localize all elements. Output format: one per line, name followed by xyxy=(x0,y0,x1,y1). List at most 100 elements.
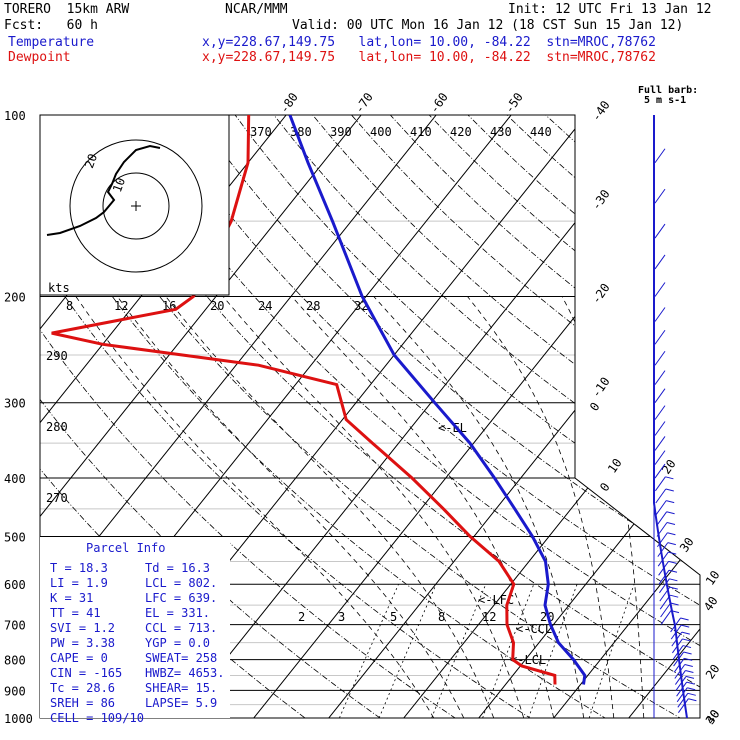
wind-barb xyxy=(654,421,666,436)
wind-barb xyxy=(654,282,666,297)
theta-tick-label: 440 xyxy=(530,125,552,139)
center-label: NCAR/MMM xyxy=(225,2,288,17)
dry-adiabat-line xyxy=(40,115,627,718)
pressure-tick-label: 1000 xyxy=(4,712,33,726)
pressure-tick-label: 100 xyxy=(4,109,26,123)
parcel-info-value: Tc = 28.6 xyxy=(50,681,115,695)
hodograph-ring-outer xyxy=(69,139,203,273)
isotherm-line xyxy=(318,115,700,718)
dry-adiabat-line xyxy=(118,115,700,718)
wind-barb-feather xyxy=(665,488,674,492)
wind-barb-feather xyxy=(668,560,677,564)
wind-barb xyxy=(654,388,666,403)
moist-adiabat-line xyxy=(291,296,555,718)
wind-speed-tick-label: 10 xyxy=(605,456,625,476)
wind-barb xyxy=(657,542,669,557)
hodograph-box xyxy=(39,114,230,296)
wind-barb xyxy=(654,329,666,345)
wind-barb-feather xyxy=(681,624,690,628)
wind-barb xyxy=(655,488,667,504)
dry-adiabat-line xyxy=(428,115,700,718)
wind-barb xyxy=(658,578,670,594)
isotherm-line xyxy=(40,115,362,718)
wind-speed-tick-label: 40 xyxy=(701,594,721,614)
temperature-location: x,y=228.67,149.75 lat,lon= 10.00, -84.22… xyxy=(202,35,656,50)
wind-barb xyxy=(654,307,666,322)
pressure-tick-label: 600 xyxy=(4,578,26,592)
pressure-tick-label: 300 xyxy=(4,397,26,411)
dry-adiabat-line xyxy=(40,115,551,718)
theta-tick-label: 390 xyxy=(330,125,352,139)
wind-barb-feather xyxy=(666,511,675,515)
wind-barb-feather xyxy=(667,532,676,536)
dry-adiabat-line xyxy=(40,115,475,718)
parcel-info-value: LCL = 802. xyxy=(145,576,217,590)
parcel-info-value: TT = 41 xyxy=(50,606,101,620)
parcel-info-value: T = 18.3 xyxy=(50,561,108,575)
parcel-info-value: CIN = -165 xyxy=(50,666,122,680)
isotherm-tick-label: -60 xyxy=(427,90,451,116)
theta-tick-label: 400 xyxy=(370,125,392,139)
wind-barb xyxy=(676,681,688,697)
wind-barb-feather xyxy=(685,675,695,679)
moist-adiabat-line xyxy=(75,296,435,718)
isotherm-tick-label: 40 xyxy=(703,707,723,727)
isotherm-tick-label: 20 xyxy=(703,662,723,682)
barb-legend-line2: 5 m s-1 xyxy=(644,95,687,106)
pressure-tick-label: 900 xyxy=(4,684,26,698)
wind-barb xyxy=(654,188,666,204)
parcel-info-value: HWBZ= 4653. xyxy=(145,666,224,680)
wind-barb xyxy=(660,602,672,618)
dry-adiabat-line xyxy=(40,115,700,718)
wind-barb xyxy=(654,405,666,420)
isotherm-tick-label: -10 xyxy=(589,375,613,401)
wind-barb-feather xyxy=(684,664,693,667)
wind-barb xyxy=(654,436,666,451)
parcel-info-value: SWEAT= 258 xyxy=(145,651,217,665)
dewpoint-location: x,y=228.67,149.75 lat,lon= 10.00, -84.22… xyxy=(202,50,656,65)
wind-barb xyxy=(677,693,689,708)
wind-speed-profile xyxy=(653,115,688,719)
wind-barb-feather xyxy=(686,681,695,685)
isotherm-tick-label: -30 xyxy=(589,187,613,213)
wind-barb xyxy=(654,476,666,492)
mixing-ratio-tick-label: 5 xyxy=(390,610,397,624)
dry-adiabat-line xyxy=(157,115,700,718)
isotherm-tick-label: 0 xyxy=(597,480,613,494)
wind-barb-feather xyxy=(687,687,696,691)
wind-barb-feather xyxy=(669,586,678,590)
mixing-ratio-line xyxy=(339,584,399,718)
theta-tick-label: 430 xyxy=(490,125,512,139)
mixing-ratio-line xyxy=(378,584,437,718)
dry-adiabat-tick-label: 290 xyxy=(46,349,68,363)
moist-adiabat-tick-label: 28 xyxy=(306,299,320,313)
mixing-ratio-tick-label: 2 xyxy=(298,610,305,624)
hodograph-ring-label: 10 xyxy=(110,176,128,194)
parcel-info-box xyxy=(40,537,230,718)
wind-barb-feather xyxy=(670,602,679,606)
dry-adiabat-line xyxy=(195,115,700,718)
wind-barb-feather xyxy=(683,651,692,655)
wind-barb xyxy=(660,610,672,625)
dry-adiabat-line xyxy=(584,115,700,718)
wind-barb xyxy=(675,676,687,691)
wind-barb-feather xyxy=(666,521,676,525)
moist-adiabat-tick-label: 20 xyxy=(210,299,224,313)
isotherm-tick-label: -70 xyxy=(352,90,376,116)
theta-tick-label: 370 xyxy=(250,125,272,139)
wind-barb-feather xyxy=(669,578,678,582)
parcel-info-value: EL = 331. xyxy=(145,606,210,620)
wind-barb xyxy=(654,148,666,164)
parcel-info-value: YGP = 0.0 xyxy=(145,636,210,650)
wind-barb-feather xyxy=(687,692,696,696)
isotherm-line xyxy=(168,115,662,718)
parcel-info-value: SREH = 86 xyxy=(50,696,115,710)
wind-barb xyxy=(654,370,666,385)
wind-barb-feather xyxy=(682,645,692,649)
moist-adiabat-line xyxy=(117,296,465,718)
wind-barb-feather xyxy=(682,638,691,642)
wind-barb xyxy=(654,463,666,479)
series-dewpoint-line xyxy=(51,115,557,685)
moist-adiabat-tick-label: 24 xyxy=(258,299,272,313)
mixing-ratio-tick-label: 3 xyxy=(338,610,345,624)
